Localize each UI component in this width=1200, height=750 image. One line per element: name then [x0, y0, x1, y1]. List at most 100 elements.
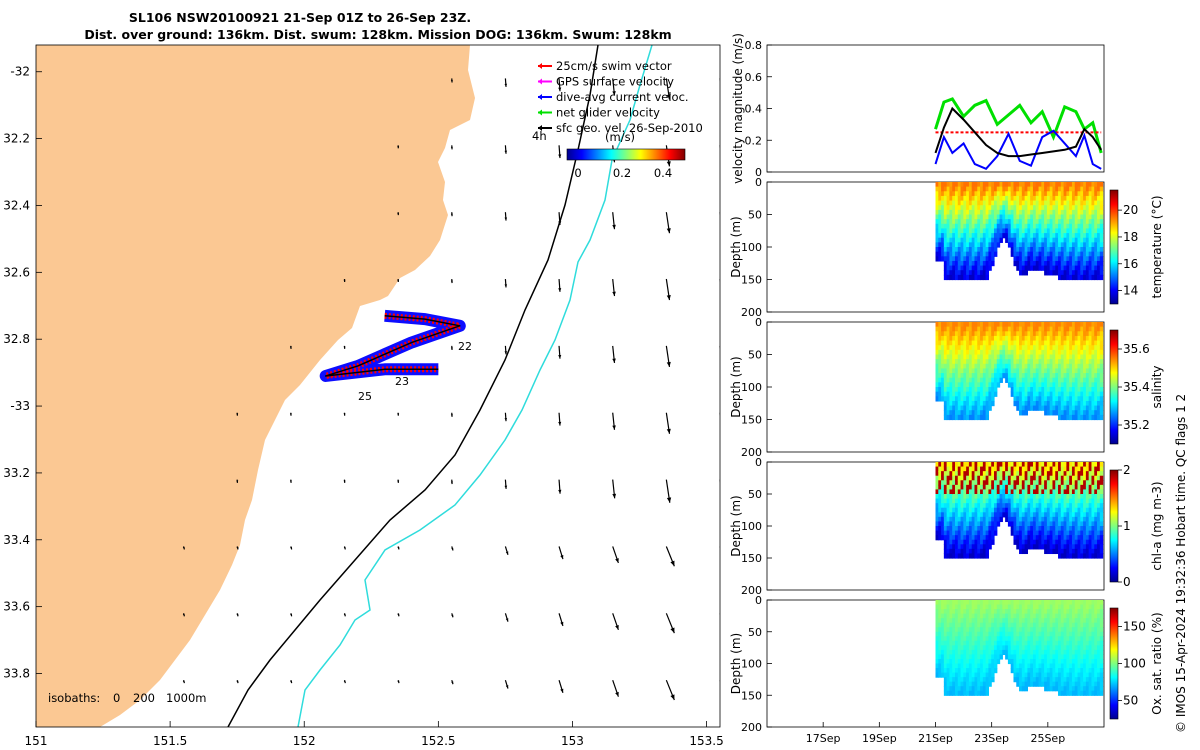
- profile-cell: [1044, 326, 1048, 332]
- profile-cell: [1024, 247, 1029, 253]
- profile-cell: [957, 535, 962, 541]
- profile-cell: [1097, 649, 1101, 656]
- profile-cell: [1046, 363, 1051, 370]
- profile-cell: [1007, 503, 1012, 509]
- coastline-land: [36, 45, 475, 727]
- profile-cell: [1007, 214, 1012, 220]
- profile-cell: [1049, 668, 1054, 674]
- profile-cell: [1049, 377, 1054, 383]
- profile-cell: [1080, 654, 1084, 660]
- profile-cell: [960, 274, 964, 281]
- profile-cell: [982, 391, 987, 397]
- profile-cell: [1058, 349, 1062, 356]
- profile-cell: [1080, 270, 1084, 276]
- profile-cell: [966, 494, 970, 500]
- profile-cell: [1049, 265, 1054, 271]
- profile-cell: [1058, 182, 1062, 188]
- profile-cell: [1049, 466, 1054, 472]
- profile-cell: [968, 530, 973, 536]
- profile-cell: [949, 613, 953, 619]
- profile-cell: [1013, 326, 1017, 332]
- profile-cell: [1055, 668, 1059, 674]
- profile-cell: [1088, 182, 1093, 188]
- profile-cell: [968, 548, 973, 555]
- profile-cell: [1055, 322, 1059, 328]
- profile-cell: [982, 521, 987, 527]
- profile-cell: [935, 535, 939, 541]
- profile-cell: [1085, 613, 1090, 619]
- profile-cell: [1035, 503, 1040, 509]
- profile-cell: [982, 354, 987, 360]
- profile-cell: [949, 205, 953, 211]
- profile-cell: [982, 631, 987, 637]
- profile-cell: [974, 391, 978, 397]
- profile-cell: [991, 396, 995, 402]
- profile-cell: [1016, 475, 1020, 481]
- profile-cell: [1058, 274, 1062, 281]
- profile-cell: [996, 205, 1001, 211]
- profile-cell: [988, 604, 992, 610]
- profile-cell: [1013, 223, 1017, 230]
- profile-cell: [1027, 600, 1031, 606]
- profile-cell: [982, 237, 987, 243]
- profile-cell: [960, 195, 964, 202]
- profile-cell: [1005, 494, 1009, 500]
- profile-cell: [1032, 363, 1037, 370]
- profile-cell: [1032, 618, 1037, 624]
- profile-cell: [954, 359, 959, 365]
- profile-cell: [988, 649, 992, 656]
- profile-cell: [980, 649, 984, 656]
- profile-cell: [941, 535, 945, 541]
- profile-cell: [938, 658, 942, 665]
- profile-cell: [1091, 387, 1095, 393]
- profile-cell: [1035, 654, 1040, 660]
- profile-cell: [949, 526, 953, 532]
- profile-cell: [985, 205, 990, 211]
- profile-cell: [1038, 387, 1042, 393]
- profile-cell: [1030, 604, 1034, 610]
- profile-cell: [974, 489, 978, 495]
- profile-cell: [1038, 191, 1042, 197]
- profile-cell: [1094, 373, 1098, 379]
- profile-cell: [1080, 677, 1084, 683]
- profile-cell: [949, 654, 953, 660]
- velocity-vector-head: [450, 347, 453, 350]
- profile-cell: [935, 331, 939, 337]
- profile-cell: [966, 686, 970, 692]
- profile-cell: [1024, 535, 1029, 541]
- profile-cell: [960, 209, 964, 216]
- profile-cell: [1091, 668, 1095, 674]
- profile-cell: [943, 636, 948, 642]
- profile-cell: [996, 654, 1001, 660]
- profile-cell: [949, 548, 953, 555]
- profile-cell: [1099, 480, 1104, 486]
- profile-cell: [1013, 182, 1017, 188]
- profile-cell: [1049, 636, 1054, 642]
- profile-cell: [1041, 214, 1045, 220]
- profile-cell: [1024, 618, 1029, 624]
- profile-cell: [1046, 516, 1051, 523]
- profile-cell: [1027, 521, 1031, 527]
- profile-cell: [1052, 260, 1056, 267]
- profile-cell: [966, 414, 970, 421]
- profile-cell: [1038, 200, 1042, 206]
- profile-cell: [980, 640, 984, 646]
- profile-cell: [968, 382, 973, 388]
- profile-cell: [957, 373, 962, 379]
- profile-cell: [954, 471, 959, 477]
- velocity-series-line: [934, 97, 1103, 154]
- profile-cell: [980, 270, 984, 276]
- profile-cell: [1005, 503, 1009, 509]
- profile-cell: [1035, 377, 1040, 383]
- velocity-vector-head: [289, 480, 292, 483]
- profile-cell: [954, 535, 959, 541]
- profile-cell: [1058, 391, 1062, 397]
- profile-cell: [1019, 636, 1023, 642]
- profile-cell: [1002, 214, 1006, 220]
- profile-cell: [1063, 182, 1067, 188]
- profile-cell: [943, 627, 948, 633]
- profile-cell: [1085, 410, 1090, 416]
- profile-cell: [977, 530, 981, 536]
- profile-cell: [960, 484, 964, 491]
- profile-cell: [993, 237, 998, 243]
